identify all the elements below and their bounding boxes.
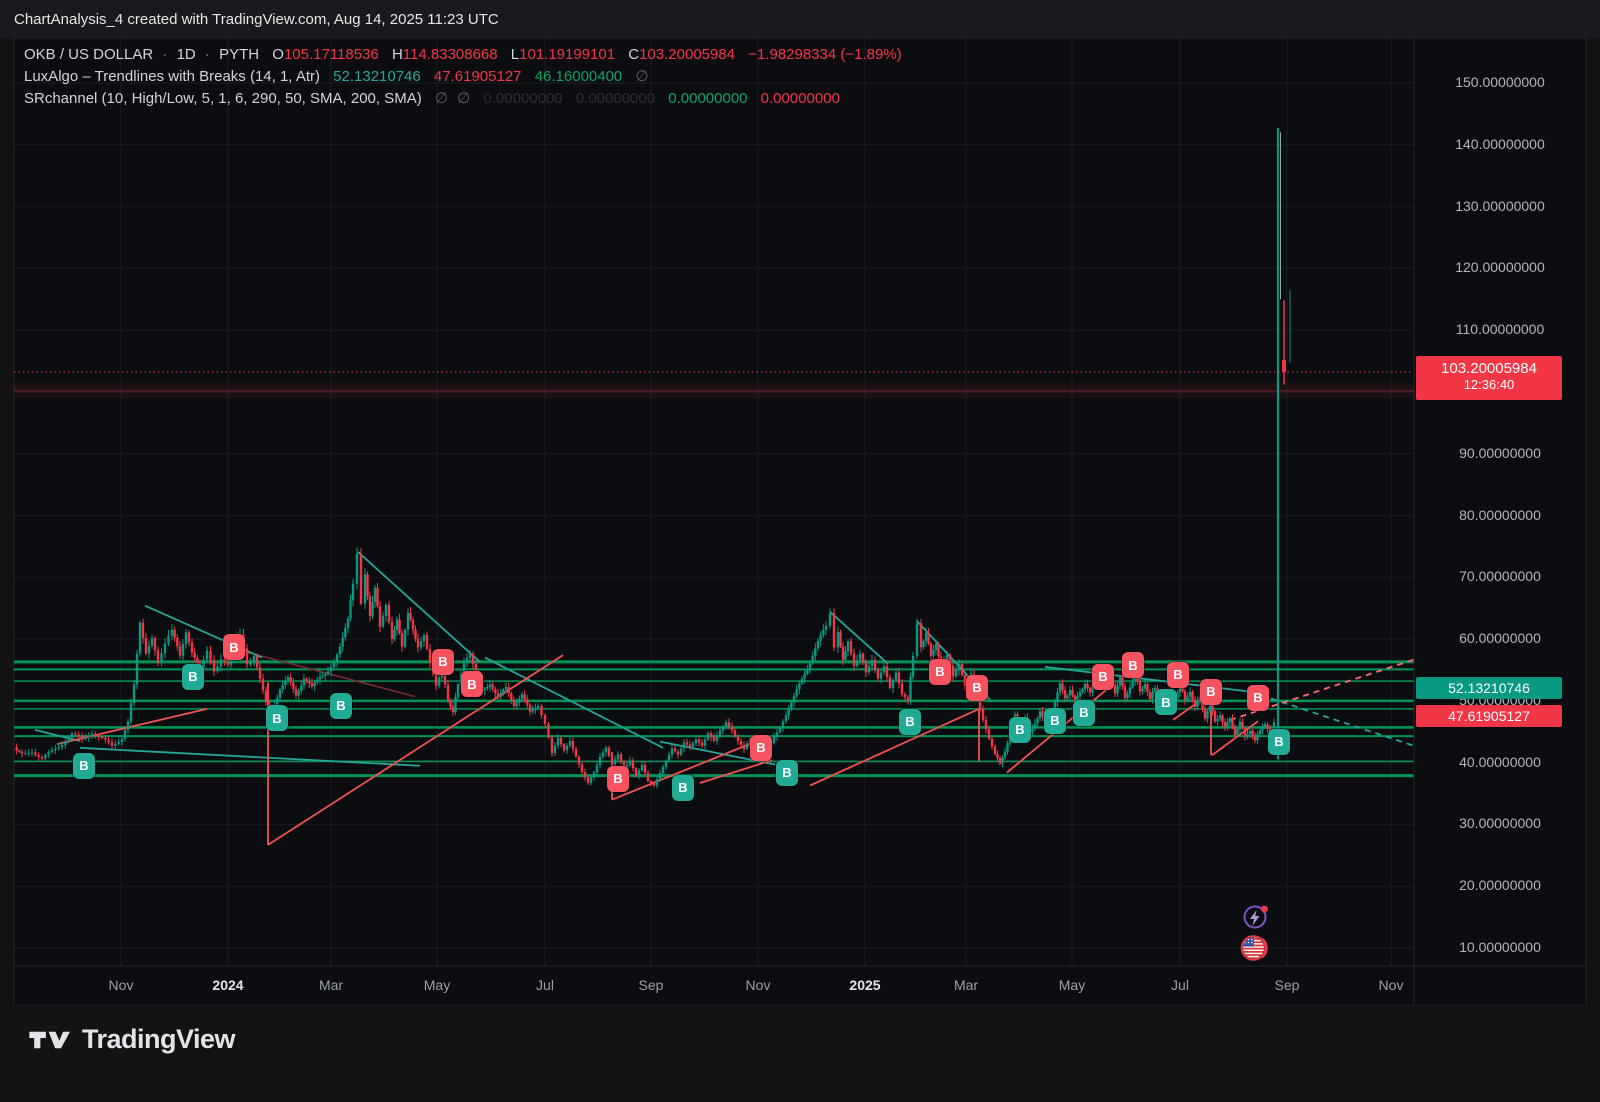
- lightning-event-icon[interactable]: [1240, 900, 1272, 937]
- high-value: 114.83308668: [402, 46, 498, 63]
- legend-symbol-row: OKB / US DOLLAR · 1D · PYTH O105.1711853…: [24, 44, 902, 66]
- srchannel-pos-value: 0.00000000: [668, 90, 748, 107]
- close-value: 103.20005984: [639, 46, 736, 63]
- luxalgo-mid-value: 46.16000400: [534, 68, 623, 85]
- empty-set-icon: ∅: [635, 68, 649, 85]
- srchannel-neg-value: 0.00000000: [760, 90, 840, 107]
- low-value: 101.19199101: [519, 46, 616, 63]
- luxalgo-upper-value: 52.13210746: [333, 68, 421, 85]
- empty-set-icon: ∅: [434, 90, 448, 107]
- tradingview-logo-icon: [29, 1031, 70, 1048]
- empty-set-icon: ∅: [457, 90, 471, 107]
- interval-label[interactable]: 1D: [176, 46, 196, 63]
- us-flag-event-icon[interactable]: [1238, 930, 1274, 971]
- symbol-name[interactable]: OKB / US DOLLAR: [24, 46, 154, 63]
- indicator-luxalgo-title[interactable]: LuxAlgo – Trendlines with Breaks (14, 1,…: [24, 68, 320, 85]
- title-bar: ChartAnalysis_4 created with TradingView…: [0, 0, 1600, 38]
- high-key: H: [391, 46, 403, 63]
- tradingview-logo-text: TradingView: [82, 1024, 236, 1054]
- tradingview-logo[interactable]: TradingView: [28, 1024, 236, 1055]
- close-key: C: [628, 46, 640, 63]
- legend-srchannel-row: SRchannel (10, High/Low, 5, 1, 6, 290, 5…: [24, 88, 902, 110]
- legend-luxalgo-row: LuxAlgo – Trendlines with Breaks (14, 1,…: [24, 66, 902, 88]
- open-value: 105.17118536: [283, 46, 379, 63]
- separator-dot: ·: [162, 46, 168, 63]
- srchannel-dim-value: 0.00000000: [575, 90, 656, 107]
- low-key: L: [510, 46, 520, 63]
- title-text: ChartAnalysis_4 created with TradingView…: [14, 10, 499, 28]
- source-label[interactable]: PYTH: [219, 46, 260, 63]
- luxalgo-lower-value: 47.61905127: [433, 68, 522, 85]
- open-key: O: [272, 46, 284, 63]
- legend: OKB / US DOLLAR · 1D · PYTH O105.1711853…: [24, 44, 902, 110]
- indicator-srchannel-title[interactable]: SRchannel (10, High/Low, 5, 1, 6, 290, 5…: [24, 90, 422, 107]
- change-value: −1.98298334 (−1.89%): [748, 46, 902, 63]
- separator-dot: ·: [204, 46, 210, 63]
- srchannel-dim-value: 0.00000000: [483, 90, 563, 107]
- footer: TradingView: [0, 1006, 1600, 1102]
